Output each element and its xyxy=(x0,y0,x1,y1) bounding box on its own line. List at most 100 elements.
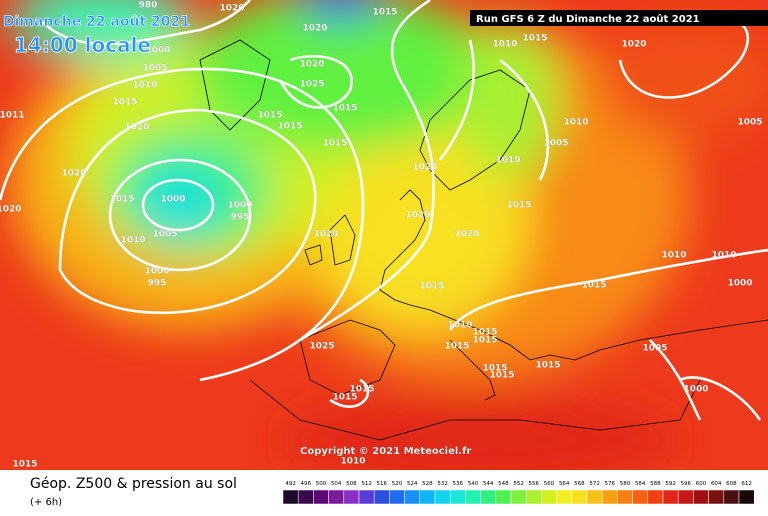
scale-label: 600 xyxy=(696,481,707,487)
isobar-label: 1015 xyxy=(482,364,507,374)
isobar-label: 1010 xyxy=(492,40,517,50)
isobar-label: 1000 xyxy=(683,385,708,395)
isobar-label: 1010 xyxy=(120,236,145,246)
scale-label: 556 xyxy=(529,481,540,487)
date: Dimanche 22 août 2021 xyxy=(3,14,190,30)
isobar-label: 1005 xyxy=(543,139,568,149)
isobar-label: 995 xyxy=(231,213,250,223)
isobar-label: 1011 xyxy=(0,111,25,121)
isobar-label: 1015 xyxy=(535,361,560,371)
scale-label: 544 xyxy=(483,481,494,487)
isobar-label: 1020 xyxy=(454,230,479,240)
scale-swatch xyxy=(373,489,390,505)
scale-label: 608 xyxy=(726,481,737,487)
scale-label: 548 xyxy=(498,481,509,487)
scale-label: 524 xyxy=(407,481,418,487)
isobar-label: 1025 xyxy=(309,342,334,352)
scale-label: 536 xyxy=(453,481,464,487)
scale-swatch xyxy=(358,489,375,505)
isobar-label: 1015 xyxy=(472,328,497,338)
isobar-label: 1015 xyxy=(277,122,302,132)
isobar-label: 1010 xyxy=(563,118,588,128)
scale-label: 564 xyxy=(559,481,570,487)
scale-label: 496 xyxy=(301,481,312,487)
scale-label: 516 xyxy=(377,481,388,487)
run-info: Run GFS 6 Z du Dimanche 22 août 2021 xyxy=(476,13,700,25)
scale-swatch xyxy=(708,489,725,505)
scale-swatch xyxy=(328,489,345,505)
scale-swatch xyxy=(419,489,436,505)
coastlines xyxy=(199,39,768,441)
isobar-label: 1010 xyxy=(495,156,520,166)
isobar-label: 980 xyxy=(139,1,158,11)
isobar-label: 1005 xyxy=(737,118,762,128)
isobar-label: 1015 xyxy=(112,98,137,108)
scale-label: 512 xyxy=(361,481,372,487)
isobar-label: 1020 xyxy=(405,211,430,221)
scale-label: 604 xyxy=(711,481,722,487)
scale-swatch xyxy=(449,489,466,505)
scale-swatch xyxy=(541,489,557,505)
scale-swatch xyxy=(525,489,542,505)
copyright: Copyright © 2021 Meteociel.fr xyxy=(300,446,471,457)
isobar-label: 1020 xyxy=(0,205,22,215)
scale-label: 492 xyxy=(285,481,296,487)
scale-swatch xyxy=(389,489,405,505)
isobar-label: 1005 xyxy=(142,64,167,74)
scale-swatch xyxy=(434,489,451,505)
scale-swatch xyxy=(556,489,573,505)
scale-label: 520 xyxy=(392,481,403,487)
isobar-label: 1010 xyxy=(132,81,157,91)
isobar-label: 1015 xyxy=(506,201,531,211)
scale-label: 540 xyxy=(468,481,479,487)
scale-label: 612 xyxy=(741,481,752,487)
local-time: 14:00 locale xyxy=(14,33,151,57)
scale-swatch xyxy=(510,489,527,505)
isobar-label: 1000 xyxy=(144,267,169,277)
isobar-label: 1020 xyxy=(61,169,86,179)
isobar-label: 1015 xyxy=(372,8,397,18)
scale-swatch xyxy=(617,489,633,505)
isobar-label: 1020 xyxy=(299,60,324,70)
isobar-label: 1025 xyxy=(412,163,437,173)
isobar-label: 1000 xyxy=(227,201,252,211)
scale-swatch xyxy=(404,489,421,505)
colorbar: 492 496 500 504 508 512 516 520 524 528 532 536 540 5… xyxy=(282,481,755,505)
forecast-step: (+ 6h) xyxy=(30,497,62,508)
isobar-label: 1005 xyxy=(152,230,177,240)
isobar-label: 1015 xyxy=(489,371,514,381)
isobar-label: 1005 xyxy=(642,344,667,354)
scale-swatch xyxy=(723,489,740,505)
isobar-label: 1020 xyxy=(621,40,646,50)
scale-label: 560 xyxy=(544,481,555,487)
scale-label: 592 xyxy=(665,481,676,487)
scale-swatch xyxy=(662,489,679,505)
isobar-label: 1010 xyxy=(447,321,472,331)
isobar-label: 1020 xyxy=(313,230,338,240)
isobar-label: 1015 xyxy=(472,336,497,346)
scale-swatch xyxy=(601,489,618,505)
scale-swatch xyxy=(677,489,694,505)
isobar-label: 1000 xyxy=(727,279,752,289)
geopotential-field xyxy=(0,0,768,480)
scale-swatch xyxy=(297,489,314,505)
isobar-label: 1015 xyxy=(444,342,469,352)
scale-label: 500 xyxy=(316,481,327,487)
scale-swatch xyxy=(343,489,360,505)
isobar-label: 1025 xyxy=(299,80,324,90)
scale-swatch xyxy=(647,489,664,505)
isobar-labels: 980 1020 101510201010101510201000100510101… xyxy=(0,0,763,469)
isobar-label: 995 xyxy=(148,279,167,289)
scale-swatch xyxy=(693,489,709,505)
isobar-label: 1015 xyxy=(349,385,374,395)
scale-label: 568 xyxy=(574,481,585,487)
scale-swatch xyxy=(480,489,497,505)
scale-label: 504 xyxy=(331,481,342,487)
isobar-label: 1020 xyxy=(124,123,149,133)
scale-label: 576 xyxy=(605,481,616,487)
scale-swatch xyxy=(738,489,755,505)
scale-swatch xyxy=(282,489,299,505)
scale-swatch xyxy=(586,489,603,505)
isobar-label: 1015 xyxy=(322,139,347,149)
